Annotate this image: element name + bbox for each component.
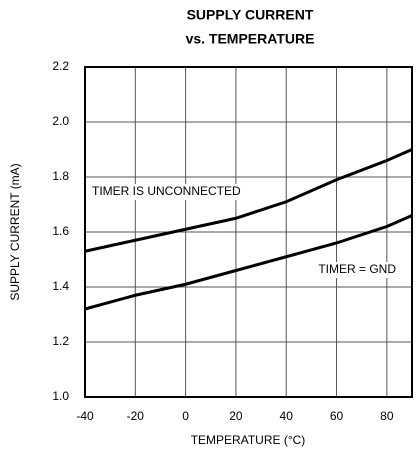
series-label: TIMER IS UNCONNECTED: [92, 184, 241, 198]
series-label-bg: [90, 184, 266, 200]
x-axis-label: TEMPERATURE (°C): [191, 433, 306, 447]
series-label: TIMER = GND: [318, 262, 396, 276]
series-label-bg: [288, 262, 398, 278]
x-tick-label: 0: [182, 409, 189, 423]
x-tick-label: 60: [330, 409, 344, 423]
y-tick-label: 1.8: [52, 169, 69, 183]
x-tick-label: -20: [127, 409, 145, 423]
x-tick-label: 80: [380, 409, 394, 423]
plot-frame: [84, 66, 413, 398]
chart-title: SUPPLY CURRENT: [187, 7, 314, 23]
data-line: [84, 214, 413, 311]
y-tick-label: 1.4: [52, 279, 69, 293]
y-tick-label: 2.2: [52, 59, 69, 73]
y-tick-label: 1.2: [52, 334, 69, 348]
x-tick-label: 20: [229, 409, 243, 423]
y-tick-label: 1.6: [52, 224, 69, 238]
chart-title: vs. TEMPERATURE: [186, 31, 315, 47]
x-tick-label: 40: [280, 409, 294, 423]
data-line: [84, 148, 413, 253]
x-tick-label: -40: [76, 409, 94, 423]
y-tick-label: 1.0: [52, 389, 69, 403]
y-axis-label: SUPPLY CURRENT (mA): [8, 163, 22, 300]
y-tick-label: 2.0: [52, 114, 69, 128]
